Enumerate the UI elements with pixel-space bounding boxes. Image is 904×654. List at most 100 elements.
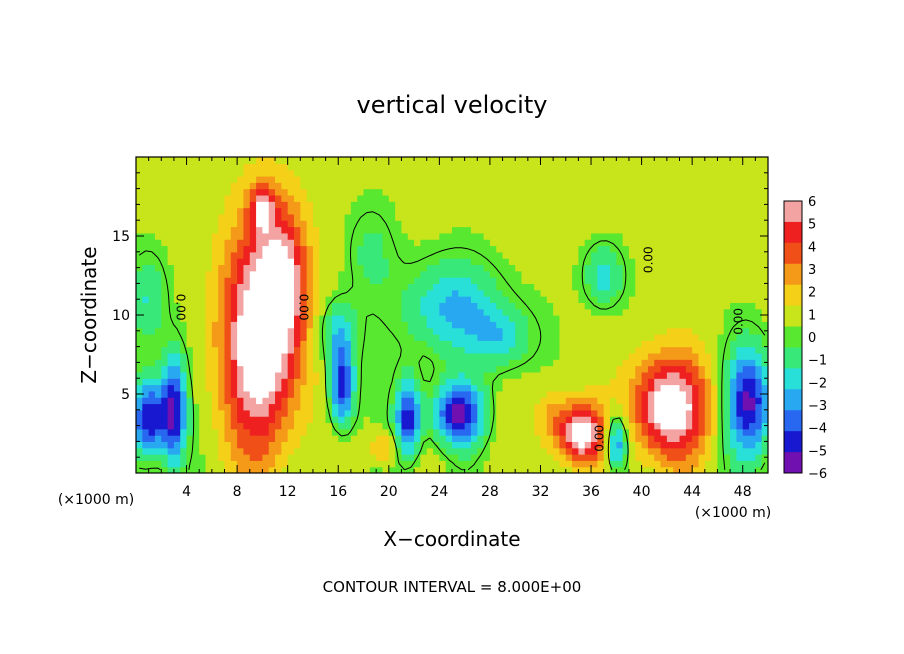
heatmap-cell [395, 194, 403, 202]
heatmap-cell [249, 315, 257, 322]
heatmap-cell [483, 416, 491, 424]
heatmap-cell [300, 378, 308, 386]
heatmap-cell [483, 378, 491, 386]
heatmap-cell [565, 416, 573, 424]
heatmap-cell [388, 213, 396, 221]
heatmap-cell [458, 207, 466, 215]
heatmap-cell [559, 258, 567, 266]
heatmap-cell [319, 371, 327, 379]
heatmap-cell [357, 251, 365, 259]
heatmap-cell [654, 207, 662, 215]
heatmap-cell [382, 340, 390, 348]
heatmap-cell [603, 359, 611, 367]
heatmap-cell [489, 188, 497, 196]
heatmap-cell [704, 333, 712, 341]
heatmap-cell [192, 428, 200, 436]
heatmap-cell [635, 441, 643, 449]
heatmap-cell [704, 169, 712, 177]
heatmap-cell [180, 296, 188, 303]
heatmap-cell [275, 264, 282, 272]
heatmap-cell [578, 327, 586, 335]
heatmap-cell [154, 327, 162, 335]
heatmap-cell [376, 403, 384, 411]
heatmap-cell [489, 182, 497, 190]
heatmap-cell [268, 371, 276, 379]
heatmap-cell [610, 277, 617, 284]
heatmap-cell [527, 371, 535, 379]
heatmap-cell [698, 169, 706, 177]
heatmap-cell [237, 175, 245, 183]
heatmap-cell [647, 232, 655, 240]
heatmap-cell [553, 201, 561, 209]
heatmap-cell [692, 447, 700, 455]
heatmap-cell [464, 169, 472, 177]
heatmap-cell [376, 447, 384, 455]
heatmap-cell [414, 435, 421, 442]
heatmap-cell [647, 207, 655, 215]
heatmap-cell [426, 157, 434, 164]
heatmap-cell [749, 245, 756, 253]
heatmap-cell [515, 315, 523, 322]
heatmap-cell [306, 365, 314, 373]
heatmap-cell [249, 435, 257, 442]
heatmap-cell [584, 302, 592, 310]
heatmap-cell [344, 359, 352, 367]
heatmap-cell [161, 340, 169, 348]
heatmap-cell [597, 188, 605, 196]
heatmap-cell [521, 270, 529, 278]
heatmap-cell [591, 251, 598, 259]
heatmap-cell [211, 258, 219, 266]
heatmap-cell [452, 232, 459, 240]
heatmap-cell [458, 390, 466, 398]
heatmap-cell [319, 403, 327, 411]
heatmap-cell [679, 226, 687, 234]
heatmap-cell [382, 163, 390, 171]
heatmap-cell [344, 270, 352, 278]
heatmap-cell [230, 245, 238, 253]
heatmap-cell [426, 163, 434, 171]
heatmap-cell [666, 441, 674, 449]
heatmap-cell [173, 175, 181, 183]
heatmap-cell [388, 466, 396, 473]
heatmap-cell [363, 327, 371, 335]
heatmap-cell [717, 409, 725, 417]
heatmap-cell [237, 409, 245, 417]
heatmap-cell [249, 447, 257, 455]
heatmap-cell [350, 315, 358, 322]
heatmap-cell [628, 296, 636, 303]
heatmap-cell [136, 194, 143, 202]
heatmap-cell [730, 258, 737, 266]
heatmap-cell [249, 163, 257, 171]
heatmap-cell [489, 289, 497, 297]
heatmap-cell [723, 277, 731, 284]
heatmap-cell [641, 460, 649, 468]
heatmap-cell [414, 466, 421, 473]
heatmap-cell [654, 264, 662, 272]
heatmap-cell [218, 428, 226, 436]
heatmap-cell [439, 289, 447, 297]
heatmap-cell [527, 258, 535, 266]
heatmap-cell [749, 435, 756, 442]
heatmap-cell [540, 390, 548, 398]
heatmap-cell [755, 245, 763, 253]
heatmap-cell [452, 416, 459, 424]
heatmap-cell [736, 296, 744, 303]
heatmap-cell [275, 289, 282, 297]
heatmap-cell [382, 397, 390, 405]
heatmap-cell [704, 390, 712, 398]
heatmap-cell [477, 308, 485, 316]
heatmap-cell [616, 169, 624, 177]
heatmap-cell [584, 460, 592, 468]
heatmap-cell [249, 308, 257, 316]
heatmap-cell [622, 251, 630, 259]
heatmap-cell [199, 371, 207, 379]
heatmap-cell [167, 365, 175, 373]
heatmap-cell [711, 169, 719, 177]
heatmap-cell [382, 403, 390, 411]
heatmap-cell [527, 264, 535, 272]
heatmap-cell [521, 422, 529, 430]
heatmap-cell [376, 182, 384, 190]
heatmap-cell [736, 169, 744, 177]
heatmap-cell [717, 378, 725, 386]
heatmap-cell [572, 384, 579, 392]
